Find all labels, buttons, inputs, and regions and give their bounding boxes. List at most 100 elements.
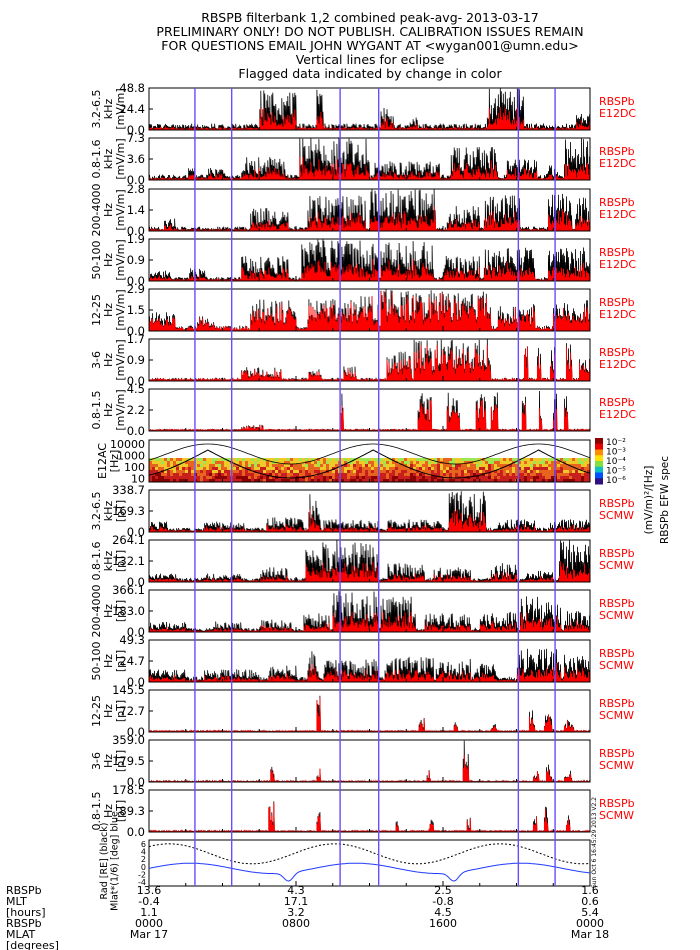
y-tick-label: 2 [141,855,146,864]
peak-series [149,801,591,833]
y-tick-label: 0.0 [127,173,145,187]
x-tick-value: 4.3 [287,884,305,897]
instrument-sublabel: E12DC [599,208,636,221]
y-axis-label: [pT] [114,650,127,672]
y-axis-label: kHz [102,551,115,572]
x-tick-value: -0.8 [432,895,453,908]
title-line-5: Flagged data indicated by change in colo… [238,66,502,81]
y-axis-label: [Hz] [108,450,121,473]
y-axis-label: [mV/m] [114,189,127,230]
instrument-sublabel: SCMW [599,559,634,572]
y-tick-label: 100 [124,461,145,474]
instrument-label: RBSPb [599,697,635,710]
y-axis-label: 3-6 [90,752,103,770]
y-axis-label: 3.2-6.5 [90,90,103,129]
title-line-1: RBSPB filterbank 1,2 combined peak-avg- … [201,10,539,25]
colorbar-tick-label: 10⁻⁵ [606,467,626,477]
y-tick-label: 0.0 [127,424,145,438]
eclipse-lines [194,88,556,886]
instrument-label: RBSPb [599,597,635,610]
y-tick-label: 6 [141,840,146,849]
mlat-line [148,862,591,882]
y-axis-label: 200-4000 [90,585,103,638]
x-tick-value: 0800 [282,917,310,930]
instrument-label: RBSPb [599,95,635,108]
x-tick-value: 1.1 [140,906,158,919]
y-tick-label: 169.3 [112,504,145,518]
colorbar-swatch [595,472,603,479]
y-tick-label: -4 [138,878,146,887]
average-series [149,344,591,382]
x-row-label: [degrees] [6,939,59,950]
y-axis-label: [pT] [114,500,127,522]
y-tick-label: 0.0 [127,224,145,238]
peak-series [149,339,591,382]
chart-title: RBSPB filterbank 1,2 combined peak-avg- … [156,10,583,81]
y-axis-label: Hz [102,403,115,417]
title-line-4: Vertical lines for eclipse [296,52,445,67]
y-tick-label: 0.0 [127,775,145,789]
y-tick-label: 0.0 [127,725,145,739]
y-tick-label: 24.7 [119,654,145,668]
y-tick-label: 132.1 [112,554,145,568]
instrument-label: RBSPb [599,497,635,510]
y-axis-label: Rad [RE] (black) [99,823,110,900]
y-axis-label: Hz [102,604,115,618]
y-tick-label: 4.5 [127,382,145,396]
y-axis-label: kHz [102,99,115,120]
x-tick-value: Mar 17 [130,928,168,941]
instrument-sublabel: E12DC [599,107,636,120]
colorbar-swatch [595,449,603,456]
y-tick-label: 24.4 [119,102,145,116]
y-axis-label: Hz [102,353,115,367]
x-row-label: [hours] [6,906,46,919]
y-tick-label: 1.4 [127,203,145,217]
y-axis-label: 0.8-1.5 [90,792,103,831]
average-series [149,755,591,783]
y-axis-label: E12AC [96,443,109,479]
colorbar-tick-label: 10⁻³ [606,448,626,458]
y-axis-label: 3-6 [90,351,103,369]
average-series [149,802,591,833]
instrument-sublabel: SCMW [599,809,634,822]
x-row-label: MLT [6,895,27,908]
instrument-sublabel: SCMW [599,509,634,522]
instrument-label: RBSPb [599,396,635,409]
y-axis-label: [pT] [114,550,127,572]
y-axis-label: [mV/m] [114,138,127,179]
colorbar-swatch [595,443,603,450]
x-tick-value: 2.5 [434,884,452,897]
x-row-label: MLAT [6,928,36,941]
y-tick-label: 0.0 [127,324,145,338]
instrument-label: RBSPb [599,296,635,309]
colorbar-swatch [595,455,603,462]
side-note: Sun Oct 6 16:45:29 2013 V2.2 [591,797,598,888]
x-tick-value: 4.5 [434,906,452,919]
x-tick-value: 0.6 [581,895,599,908]
instrument-sublabel: E12DC [599,408,636,421]
y-tick-label: 7.3 [127,131,145,145]
peak-series [149,138,591,181]
y-axis-label: 3.2-6.5 [90,492,103,531]
x-tick-value: 0000 [576,917,604,930]
y-axis-label: Hz [102,804,115,818]
y-axis-label: Hz [102,704,115,718]
x-axis-labels: RBSPbMLT[hours]RBSPbMLAT[degrees]13.6-0.… [6,884,609,950]
instrument-label: RBSPb [599,547,635,560]
y-axis-label: [pT] [114,750,127,772]
y-tick-label: 0.0 [127,575,145,589]
y-tick-label: 1.9 [127,232,145,246]
peak-series [149,695,591,733]
